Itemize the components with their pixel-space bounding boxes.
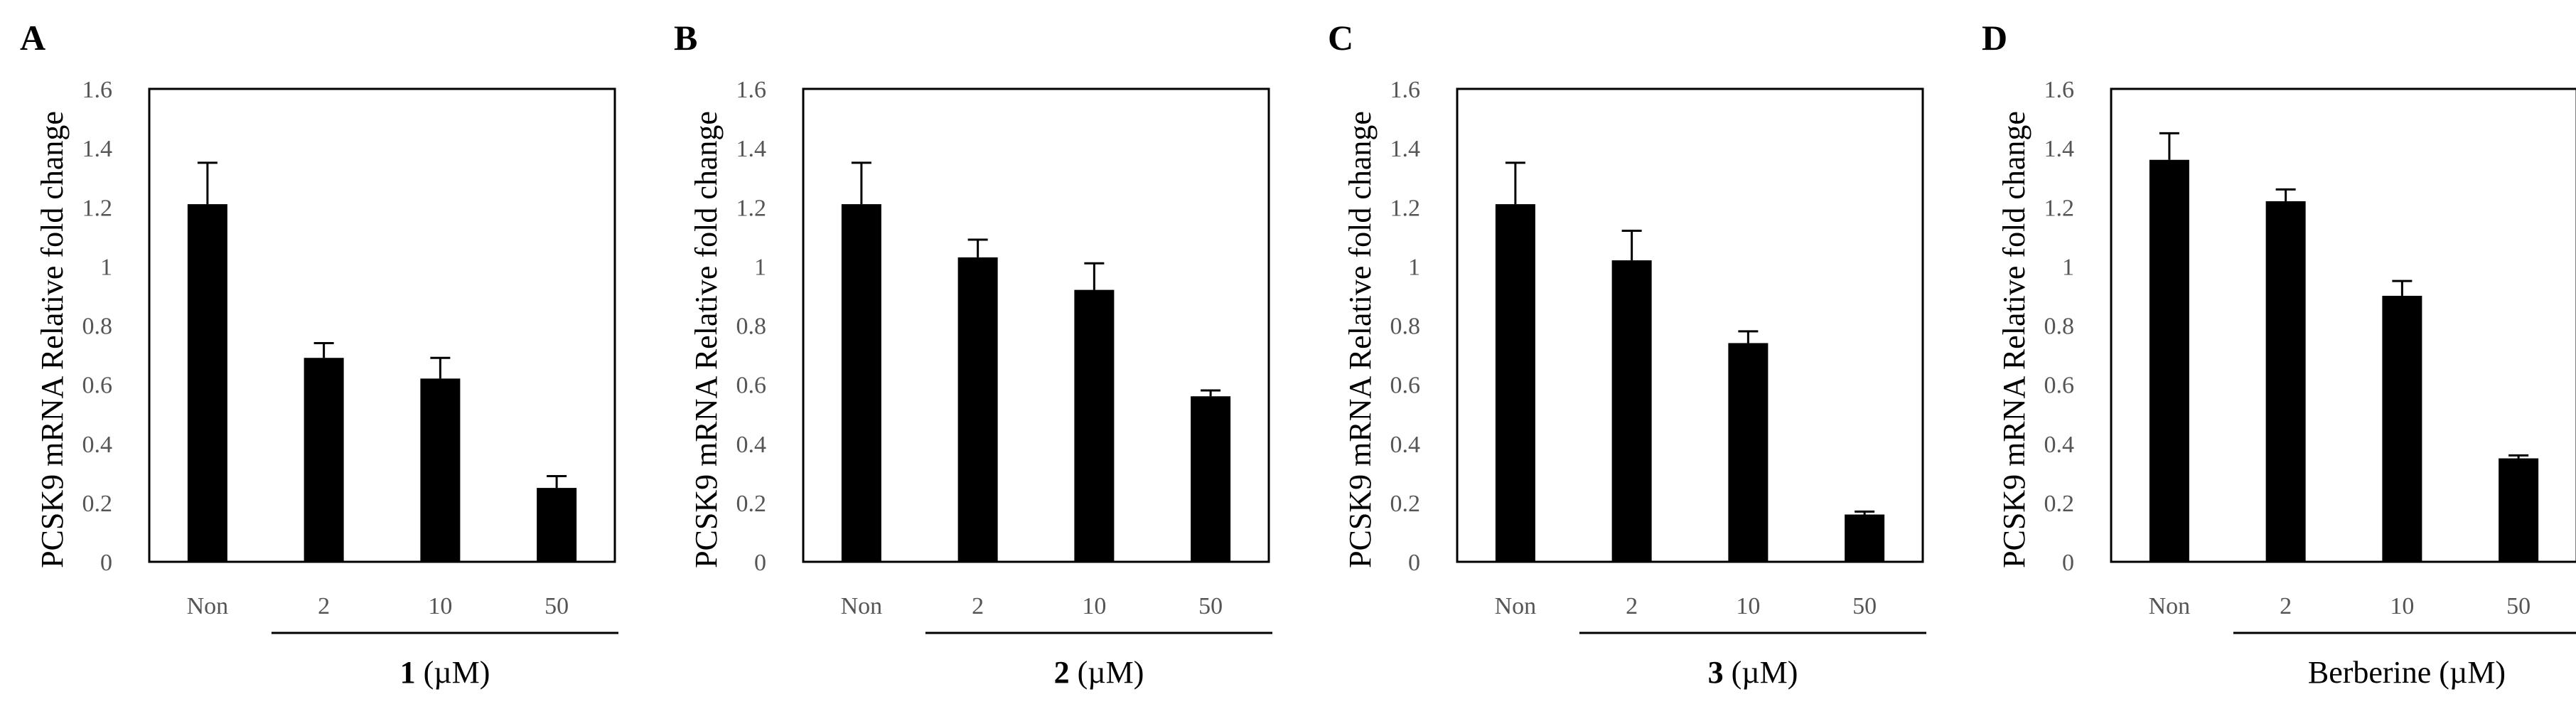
bar [1495,204,1535,562]
y-tick-label: 1.4 [736,136,767,162]
bar [841,204,881,562]
y-tick-label: 0.2 [82,491,113,517]
y-tick-label: 0.4 [736,432,767,458]
x-tick-label: 10 [428,593,452,619]
y-tick-label: 0.8 [2044,314,2075,340]
y-axis-label: PCSK9 mRNA Relative fold change [689,111,724,568]
x-axis-label-compound: 3 [1708,655,1724,690]
plot-frame [802,87,1270,563]
x-axis-label: Berberine (µM) [2308,655,2506,690]
y-tick-label: 0.4 [2044,432,2075,458]
plot-frame [148,87,616,563]
x-tick-label: Non [2149,593,2191,619]
panel-c: C 0 0.2 0.4 0.6 0.8 1 1.2 1.4 1.6 PCSK9 mRNA Relat… [1328,18,1926,690]
y-tick-label: 0.6 [1390,373,1421,399]
y-tick-label: 0.2 [1390,491,1421,517]
bar [1611,260,1652,562]
panel-d: D 0 0.2 0.4 0.6 0.8 1 1.2 1.4 1.6 PCSK9 mRNA Relat… [1982,18,2576,690]
panel-letter: A [20,18,45,58]
y-tick-label: 0.2 [2044,491,2075,517]
y-tick-label: 0 [2062,550,2074,576]
x-axis-label-unit: (µM) [1070,655,1144,690]
y-tick-label: 0 [100,550,112,576]
y-tick-label: 0.4 [82,432,113,458]
y-tick-label: 1 [2062,254,2074,280]
bar [187,204,227,562]
x-tick-label: 2 [1626,593,1638,619]
y-tick-label: 1 [1408,254,1420,280]
y-tick-label: 1.2 [1390,195,1421,221]
y-tick-label: 1.6 [736,77,767,103]
bar [2382,295,2422,562]
plot-frame [1456,87,1924,563]
bar [1845,514,1885,562]
y-tick-label: 1.4 [2044,136,2075,162]
x-axis-label-compound: 1 [400,655,416,690]
y-tick-label: 0.6 [82,373,113,399]
y-tick-label: 0.4 [1390,432,1421,458]
x-tick-label: 2 [318,593,330,619]
y-tick-label: 1.4 [1390,136,1421,162]
y-tick-label: 1.2 [2044,195,2075,221]
bar [957,257,998,562]
y-tick-label: 1 [754,254,766,280]
y-tick-label: 0.6 [2044,373,2075,399]
x-tick-label: Non [841,593,883,619]
x-axis-label: 1 (µM) [400,655,490,690]
bar [1074,289,1115,562]
bar [1728,343,1769,562]
y-tick-label: 0.6 [736,373,767,399]
y-tick-label: 0 [1408,550,1420,576]
bar [304,358,344,562]
x-tick-label: 10 [1736,593,1760,619]
panel-letter: C [1328,18,1353,58]
panel-letter: B [674,18,697,58]
x-axis-label-unit: Berberine (µM) [2308,655,2506,690]
panel-b: B 0 0.2 0.4 0.6 0.8 1 1.2 1.4 1.6 PCSK9 mRNA Relat… [674,18,1272,690]
x-tick-label: 50 [544,593,569,619]
y-tick-label: 1.6 [2044,77,2075,103]
y-tick-label: 1.4 [82,136,113,162]
x-tick-label: Non [187,593,229,619]
y-tick-label: 1.6 [1390,77,1421,103]
x-tick-label: 10 [2390,593,2414,619]
x-tick-label: 50 [1198,593,1223,619]
y-tick-label: 0.8 [1390,314,1421,340]
x-axis-label: 3 (µM) [1708,655,1798,690]
bar [420,378,461,562]
x-tick-label: 50 [2506,593,2531,619]
bar [537,488,577,562]
x-axis-label-unit: (µM) [1724,655,1798,690]
y-tick-label: 1.2 [82,195,113,221]
x-axis-label-compound: 2 [1054,655,1070,690]
bar [1191,396,1231,562]
panel-letter: D [1982,18,2007,58]
y-tick-label: 0.8 [82,314,113,340]
y-tick-label: 1 [100,254,112,280]
y-axis-label: PCSK9 mRNA Relative fold change [35,111,70,568]
x-tick-label: Non [1495,593,1537,619]
y-tick-label: 0.8 [736,314,767,340]
plot-frame [2110,87,2576,563]
y-tick-label: 1.6 [82,77,113,103]
x-axis-label-unit: (µM) [416,655,490,690]
bar [2149,159,2189,562]
y-tick-label: 0 [754,550,766,576]
bar [2499,458,2539,562]
x-tick-label: 10 [1082,593,1106,619]
y-axis-label: PCSK9 mRNA Relative fold change [1997,111,2032,568]
x-axis-label: 2 (µM) [1054,655,1144,690]
y-axis-label: PCSK9 mRNA Relative fold change [1343,111,1378,568]
y-tick-label: 1.2 [736,195,767,221]
x-tick-label: 2 [2280,593,2292,619]
x-tick-label: 50 [1852,593,1877,619]
x-tick-label: 2 [972,593,984,619]
panel-a: A 0 0.2 0.4 0.6 0.8 1 1.2 1.4 1.6 PCSK9 mRNA Relat… [20,18,618,690]
y-tick-label: 0.2 [736,491,767,517]
bar [2265,201,2306,562]
